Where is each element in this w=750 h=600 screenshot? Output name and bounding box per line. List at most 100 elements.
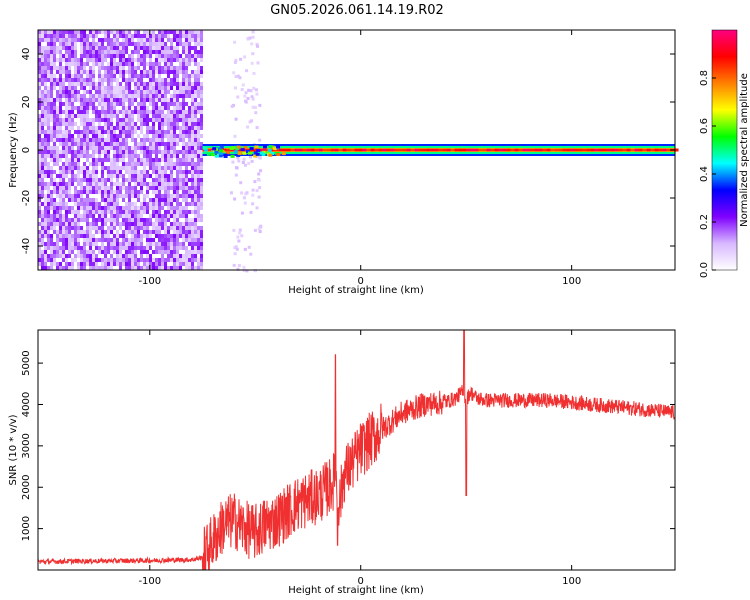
spectrogram-cell — [80, 46, 83, 50]
spectrogram-cell — [65, 234, 68, 238]
spectrogram-cell — [38, 138, 41, 142]
spectrogram-cell — [146, 42, 149, 46]
spectrogram-cell — [71, 222, 74, 226]
spectrogram-cell — [89, 66, 92, 70]
spectrogram-cell — [104, 34, 107, 38]
spectrogram-cell — [179, 86, 182, 90]
spectrogram-cell — [158, 194, 161, 198]
signal-band-core — [366, 148, 371, 152]
spectrogram-cell — [68, 162, 71, 166]
spectrogram-cell — [107, 126, 110, 130]
spectrogram-cell — [140, 266, 143, 270]
spectrogram-cell — [92, 82, 95, 86]
spectrogram-cell — [119, 62, 122, 66]
spectrogram-cell — [77, 154, 80, 158]
spectrogram-cell — [50, 46, 53, 50]
signal-band-core — [258, 148, 263, 152]
spectrogram-cell — [101, 138, 104, 142]
spectrogram-cell — [131, 250, 134, 254]
spectrogram-cell — [173, 82, 176, 86]
spectrogram-cell — [59, 34, 62, 38]
spectrogram-cell — [182, 78, 185, 82]
spectrogram-cell — [56, 194, 59, 198]
spectrogram-cell — [194, 186, 197, 190]
spectrogram-cell — [200, 118, 203, 122]
spectrogram-cell — [161, 78, 164, 82]
spectrogram-cell — [243, 201, 247, 205]
spectrogram-cell — [44, 70, 47, 74]
spectrogram-cell — [167, 246, 170, 250]
spectrogram-cell — [89, 122, 92, 126]
spectrogram-cell — [38, 250, 41, 254]
spectrogram-cell — [200, 142, 203, 146]
spectrogram-cell — [155, 174, 158, 178]
spectrogram-cell — [146, 98, 149, 102]
spectrogram-cell — [125, 166, 128, 170]
spectrogram-cell — [92, 130, 95, 134]
spectrogram-cell — [77, 114, 80, 118]
spectrogram-cell — [41, 142, 44, 146]
spectrogram-cell — [86, 238, 89, 242]
spectrogram-cell — [188, 226, 191, 230]
spectrogram-cell — [194, 146, 197, 150]
spectrogram-cell — [38, 130, 41, 134]
spectrogram-cell — [47, 38, 50, 42]
spectrogram-cell — [137, 246, 140, 250]
spectrogram-cell — [191, 234, 194, 238]
spectrogram-cell — [149, 162, 152, 166]
spectrogram-cell — [38, 38, 41, 42]
spectrogram-cell — [119, 82, 122, 86]
spectrogram-cell — [164, 210, 167, 214]
spectrogram-cell — [107, 134, 110, 138]
spectrogram-cell — [143, 134, 146, 138]
spectrogram-cell — [119, 74, 122, 78]
spectrogram-cell — [191, 194, 194, 198]
spectrogram-cell — [179, 202, 182, 206]
signal-band-core — [330, 148, 335, 152]
spectrogram-cell — [200, 262, 203, 266]
spectrogram-cell — [101, 86, 104, 90]
spectrogram-cell — [107, 38, 110, 42]
spectrogram-cell — [62, 90, 65, 94]
spectrogram-cell — [56, 50, 59, 54]
spectrogram-cell — [182, 114, 185, 118]
spectrogram-cell — [197, 158, 200, 162]
spectrogram-cell — [86, 234, 89, 238]
spectrogram-cell — [104, 78, 107, 82]
spectrogram-cell — [149, 158, 152, 162]
signal-band-core — [638, 148, 643, 152]
spectrogram-cell — [44, 94, 47, 98]
spectrogram-cell — [41, 82, 44, 86]
spectrogram-cell — [59, 158, 62, 162]
spectrogram-cell — [83, 94, 86, 98]
spectrogram-cell — [38, 154, 41, 158]
spectrogram-cell — [131, 222, 134, 226]
spectrogram-cell — [104, 102, 107, 106]
spectrogram-cell — [155, 54, 158, 58]
spectrogram-cell — [80, 38, 83, 42]
spectrogram-cell — [185, 46, 188, 50]
spectrogram-cell — [152, 78, 155, 82]
spectrogram-cell — [116, 254, 119, 258]
spectrogram-cell — [146, 154, 149, 158]
spectrogram-cell — [140, 150, 143, 154]
spectrogram-cell — [101, 214, 104, 218]
spectrogram-cell — [119, 182, 122, 186]
spectrogram-cell — [143, 154, 146, 158]
spectrogram-cell — [185, 74, 188, 78]
spectrogram-cell — [80, 262, 83, 266]
spectrogram-cell — [158, 82, 161, 86]
spectrogram-cell — [71, 38, 74, 42]
spectrogram-cell — [197, 66, 200, 70]
spectrogram-cell — [53, 226, 56, 230]
spectrogram-cell — [191, 178, 194, 182]
spectrogram-cell — [197, 202, 200, 206]
spectrogram-cell — [200, 186, 203, 190]
signal-band-cell — [268, 145, 273, 149]
spectrogram-cell — [197, 190, 200, 194]
spectrogram-cell — [71, 90, 74, 94]
spectrogram-cell — [71, 62, 74, 66]
spectrogram-cell — [104, 182, 107, 186]
spectrogram-cell — [146, 134, 149, 138]
